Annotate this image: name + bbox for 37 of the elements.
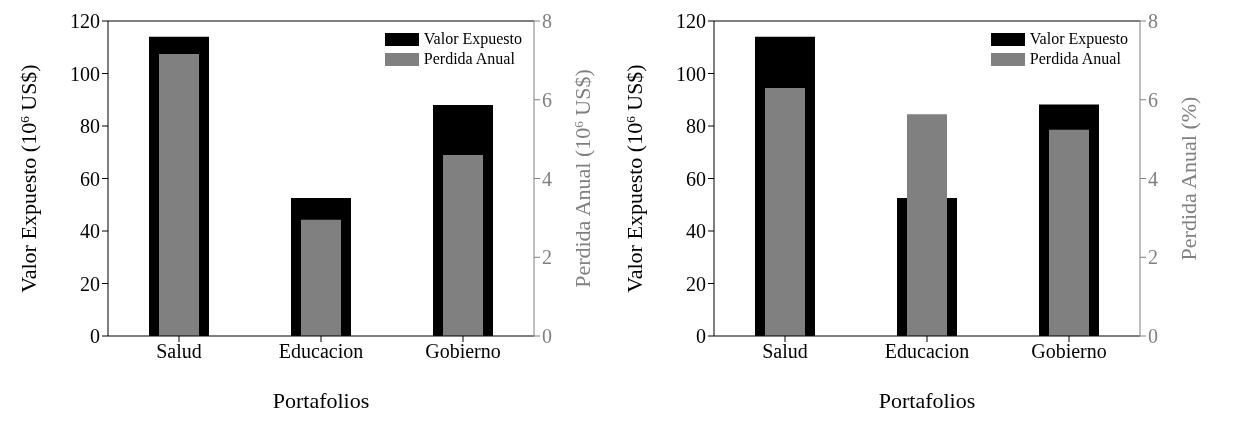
y2-tick-label: 2 [542, 246, 552, 269]
y-tick-label: 80 [686, 115, 706, 138]
y-tick-label: 60 [80, 167, 100, 190]
y-tick-label: 100 [70, 62, 100, 85]
x-tick-label: Educacion [884, 340, 970, 363]
y2-tick-label: 8 [1148, 10, 1158, 33]
legend-label: Perdida Anual [1029, 50, 1121, 68]
legend-label: Valor Expuesto [423, 30, 522, 48]
y2-tick-label: 4 [1148, 167, 1158, 190]
y2-tick-label: 2 [1148, 246, 1158, 269]
y2-axis-title: Perdida Anual (%) [1176, 96, 1201, 261]
y-tick-label: 0 [90, 325, 100, 348]
x-tick-label: Gobierno [425, 340, 501, 363]
y-tick-label: 60 [686, 167, 706, 190]
x-axis-title: Portafolios [878, 388, 976, 413]
y-tick-label: 20 [686, 272, 706, 295]
y-tick-label: 100 [676, 62, 706, 85]
x-tick-label: Gobierno [1031, 340, 1107, 363]
y2-tick-label: 0 [542, 325, 552, 348]
y-tick-label: 0 [696, 325, 706, 348]
y2-tick-label: 8 [542, 10, 552, 33]
y2-tick-label: 0 [1148, 325, 1158, 348]
y2-tick-label: 6 [542, 88, 552, 111]
y2-tick-label: 6 [1148, 88, 1158, 111]
y-tick-label: 80 [80, 115, 100, 138]
x-tick-label: Salud [762, 340, 808, 363]
y-tick-label: 20 [80, 272, 100, 295]
y-tick-label: 40 [686, 220, 706, 243]
legend-label: Valor Expuesto [1029, 30, 1128, 48]
y2-tick-label: 4 [542, 167, 552, 190]
x-axis-title: Portafolios [272, 388, 370, 413]
x-tick-label: Salud [156, 340, 202, 363]
y-tick-label: 40 [80, 220, 100, 243]
y-tick-label: 120 [70, 10, 100, 33]
legend-label: Perdida Anual [423, 50, 515, 68]
y-tick-label: 120 [676, 10, 706, 33]
x-tick-label: Educacion [278, 340, 364, 363]
